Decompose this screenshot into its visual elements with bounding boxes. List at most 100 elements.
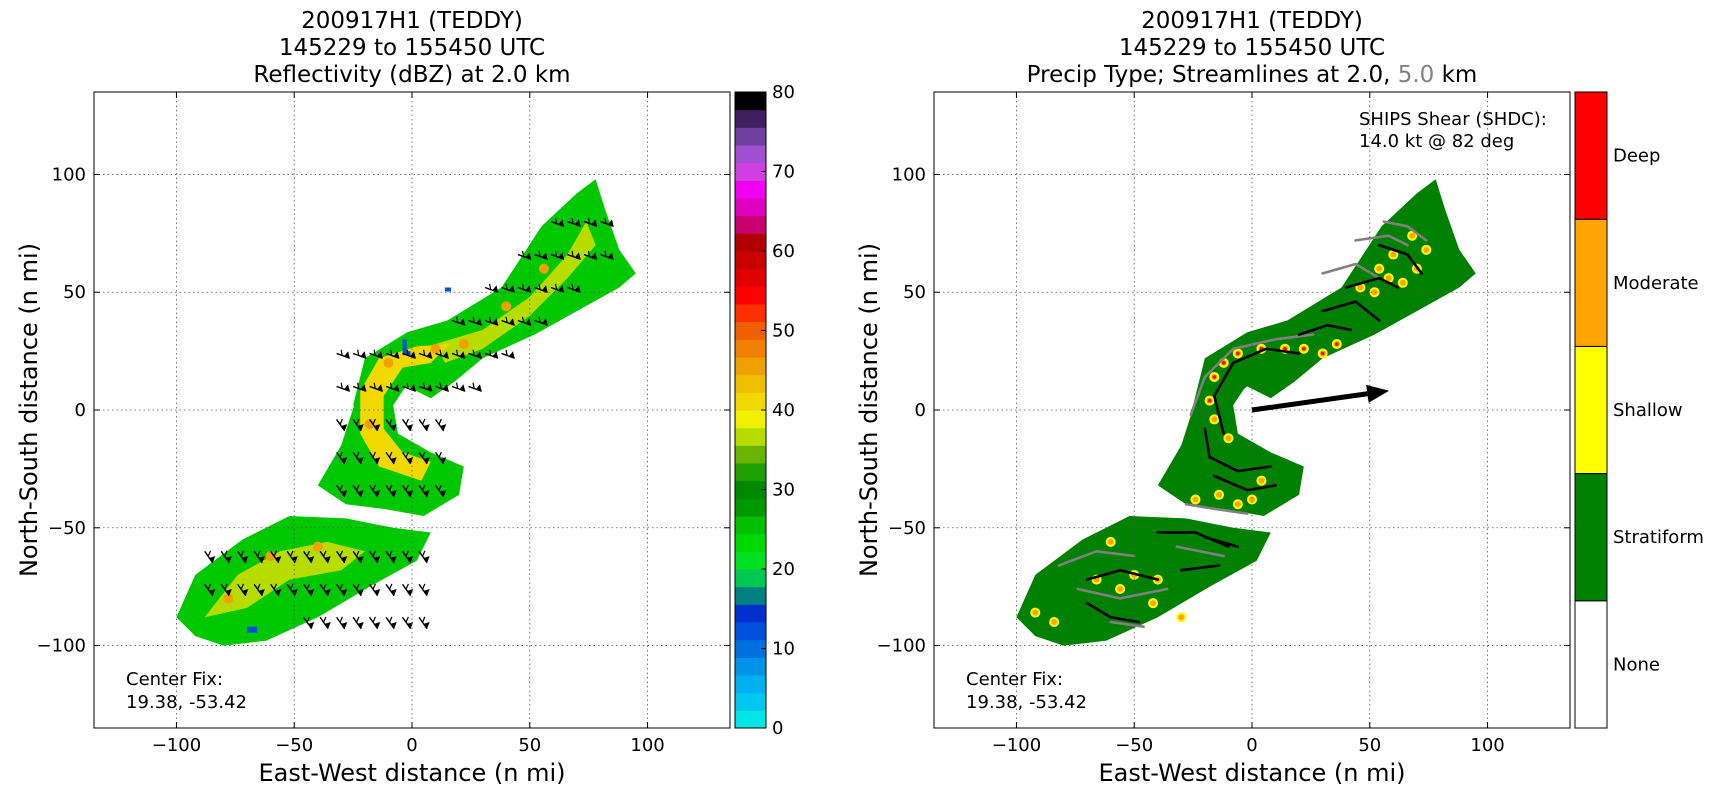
- wind-barb-feather: [405, 616, 409, 623]
- echo-region: [176, 516, 431, 646]
- shear-arrow-shaft: [1251, 391, 1368, 413]
- wind-barb-flag: [574, 252, 581, 260]
- wind-barb-shaft: [336, 352, 351, 359]
- wind-barb-flag: [509, 318, 515, 326]
- wind-barb-flag: [209, 589, 216, 596]
- shear-arrow-head: [1366, 384, 1390, 403]
- wind-barb-flag: [242, 556, 249, 563]
- wind-barb-feather: [455, 349, 459, 356]
- wind-barb-feather: [538, 283, 541, 290]
- colorbar-category-label: None: [1613, 654, 1660, 675]
- streamline-5km: [1382, 220, 1428, 242]
- wind-barb-feather: [356, 418, 360, 425]
- wind-barb-feather: [390, 349, 393, 356]
- wind-barb-flag: [377, 384, 383, 392]
- wind-barb: [418, 616, 430, 630]
- wind-barb: [237, 583, 249, 597]
- colorbar-segment: [735, 463, 766, 482]
- echo-region: [204, 541, 365, 618]
- reflectivity-field: [176, 179, 636, 646]
- wind-barb: [336, 349, 351, 359]
- wind-barb-flag: [476, 351, 482, 359]
- colorbar: 0 10 20 30 40 50 60 70 80: [734, 82, 795, 739]
- wind-barb: [369, 484, 381, 498]
- center-fix-annotation: Center Fix:: [966, 669, 1063, 690]
- colorbar-segment: [735, 233, 766, 252]
- wind-barb-flag: [341, 556, 348, 563]
- wind-barb-feather: [323, 616, 327, 623]
- echo-region: [317, 339, 464, 516]
- wind-barb-shaft: [352, 451, 362, 465]
- wind-barb-shaft: [418, 550, 428, 564]
- wind-barb-shaft: [369, 484, 379, 498]
- wind-barb-flag: [357, 457, 364, 464]
- colorbar-segment: [735, 392, 766, 411]
- wind-barb-feather: [306, 550, 311, 557]
- colorbar-segment: [735, 215, 766, 234]
- wind-barb-shaft: [517, 319, 532, 326]
- wind-barb-shaft: [550, 220, 565, 228]
- colorbar-segment: [735, 109, 766, 128]
- y-tick-label: 100: [892, 164, 926, 185]
- wind-barb: [270, 550, 282, 564]
- y-axis-label: North-South distance (n mi): [855, 243, 883, 577]
- wind-barb-feather: [405, 418, 409, 425]
- wind-barb-flag: [492, 285, 499, 293]
- wind-barb-shaft: [468, 385, 482, 392]
- colorbar-segment: [735, 551, 766, 570]
- wind-barb-flag: [360, 384, 367, 392]
- wind-barb-shaft: [501, 352, 515, 359]
- wind-barb-feather: [323, 583, 327, 590]
- y-tick-label: 50: [903, 282, 926, 303]
- title-prefix: Precip Type; Streamlines at 2.0,: [1027, 62, 1398, 88]
- wind-barb-flag: [558, 252, 565, 260]
- wind-barb-shaft: [534, 286, 548, 293]
- streamline-2km: [1085, 568, 1160, 581]
- streamline-2km: [1203, 535, 1240, 548]
- wind-barb: [303, 583, 315, 597]
- wind-barb-flag: [275, 589, 282, 596]
- wind-barb-shaft: [567, 253, 581, 260]
- streamline-5km: [1076, 587, 1169, 600]
- colorbar-segment: [735, 304, 766, 323]
- colorbar-segment: [735, 586, 766, 605]
- wind-barb-feather: [571, 217, 574, 224]
- wind-barb-shaft: [402, 616, 412, 630]
- wind-barb: [418, 484, 430, 498]
- wind-barb-flag: [341, 424, 348, 431]
- y-tick-label: 50: [63, 282, 86, 303]
- colorbar-segment: [735, 622, 766, 641]
- wind-barb-feather: [388, 484, 393, 491]
- wind-barb-feather: [356, 550, 360, 557]
- y-tick-label: 0: [915, 400, 926, 421]
- wind-barb-shaft: [319, 550, 329, 564]
- wind-barb-shaft: [434, 484, 445, 498]
- precip-cell-moderate: [1385, 275, 1392, 282]
- wind-barb-shaft: [402, 419, 412, 432]
- colorbar-segment: [735, 410, 766, 429]
- wind-barb: [385, 616, 397, 630]
- colorbar-category-label: Moderate: [1613, 273, 1699, 294]
- shear-annotation: SHIPS Shear (SHDC):: [1359, 109, 1547, 130]
- y-axis-label: North-South distance (n mi): [15, 243, 43, 577]
- wind-barb: [418, 583, 430, 597]
- precip-cell-moderate: [1423, 246, 1430, 253]
- wind-barb: [484, 283, 499, 293]
- wind-barb-shaft: [336, 550, 346, 564]
- wind-barb-shaft: [336, 484, 346, 498]
- wind-barb: [352, 484, 364, 498]
- wind-barb-feather: [273, 550, 278, 557]
- wind-barb-shaft: [402, 583, 412, 597]
- wind-barb-shaft: [319, 583, 329, 597]
- streamline-5km: [1109, 620, 1145, 628]
- wind-barb-feather: [372, 484, 376, 491]
- colorbar-segment: [735, 198, 766, 217]
- wind-barb: [402, 451, 414, 465]
- wind-barb: [402, 550, 414, 564]
- wind-barb-feather: [339, 418, 343, 425]
- wind-barb-feather: [521, 283, 525, 290]
- wind-barb-flag: [591, 252, 598, 260]
- wind-barb-flag: [542, 285, 548, 293]
- colorbar-tick-label: 80: [772, 82, 795, 103]
- wind-barb-feather: [356, 616, 360, 623]
